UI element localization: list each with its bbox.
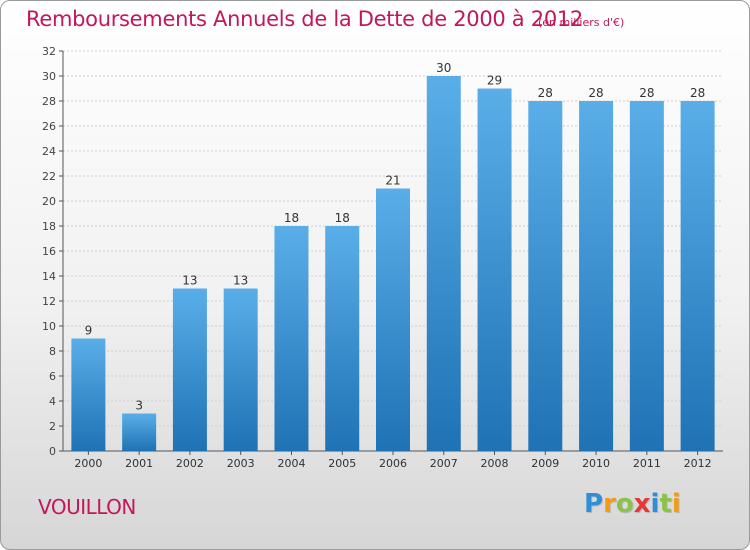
data-label: 13: [182, 274, 197, 288]
bar: [172, 288, 207, 451]
chart-subtitle: (en milliers d'€): [538, 16, 625, 29]
y-tick-label: 2: [49, 420, 56, 433]
y-tick-label: 16: [42, 245, 56, 258]
proxiti-logo: Proxiti: [584, 489, 681, 519]
y-tick-label: 14: [42, 270, 56, 283]
y-tick-label: 12: [42, 295, 56, 308]
data-label: 28: [588, 86, 603, 100]
logo-letter: o: [615, 489, 634, 519]
logo-letter: P: [584, 489, 604, 519]
data-label: 28: [538, 86, 553, 100]
x-tick-label: 2002: [176, 457, 204, 470]
x-tick-label: 2000: [74, 457, 102, 470]
y-tick-label: 32: [42, 45, 56, 58]
y-tick-label: 0: [49, 445, 56, 458]
y-tick-label: 26: [42, 120, 56, 133]
y-tick-label: 18: [42, 220, 56, 233]
data-label: 9: [85, 324, 93, 338]
data-label: 3: [135, 399, 143, 413]
data-label: 28: [690, 86, 705, 100]
y-tick-label: 10: [42, 320, 56, 333]
chart-title: Remboursements Annuels de la Dette de 20…: [26, 7, 583, 31]
bar: [477, 88, 512, 451]
x-tick-label: 2008: [481, 457, 509, 470]
x-tick-label: 2004: [277, 457, 305, 470]
x-tick-label: 2007: [430, 457, 458, 470]
data-label: 28: [639, 86, 654, 100]
y-tick-label: 28: [42, 95, 56, 108]
data-label: 21: [385, 174, 400, 188]
data-label: 30: [436, 61, 451, 75]
bar: [71, 338, 106, 451]
x-tick-label: 2012: [684, 457, 712, 470]
data-label: 13: [233, 274, 248, 288]
x-tick-label: 2003: [227, 457, 255, 470]
x-tick-label: 2011: [633, 457, 661, 470]
commune-name: VOUILLON: [38, 495, 136, 519]
bar: [629, 101, 664, 451]
y-tick-label: 8: [49, 345, 56, 358]
logo-letter: x: [633, 489, 651, 519]
data-label: 18: [284, 211, 299, 225]
bar: [223, 288, 258, 451]
x-tick-label: 2009: [531, 457, 559, 470]
x-tick-label: 2001: [125, 457, 153, 470]
bar: [426, 76, 461, 451]
bar: [325, 226, 360, 451]
x-tick-label: 2005: [328, 457, 356, 470]
bars: [71, 76, 715, 451]
logo-letter: i: [650, 489, 660, 519]
y-tick-label: 22: [42, 170, 56, 183]
x-tick-label: 2010: [582, 457, 610, 470]
y-tick-label: 20: [42, 195, 56, 208]
data-label: 18: [335, 211, 350, 225]
y-tick-label: 30: [42, 70, 56, 83]
bar: [122, 413, 157, 451]
labels: 0246810121416182022242628303220009200132…: [42, 45, 712, 470]
logo-letter: i: [671, 489, 681, 519]
y-tick-label: 4: [49, 395, 56, 408]
y-tick-label: 6: [49, 370, 56, 383]
logo-letter: t: [659, 489, 672, 519]
bar: [680, 101, 715, 451]
bar: [376, 188, 410, 451]
logo-letter: r: [603, 489, 616, 519]
x-tick-label: 2006: [379, 457, 407, 470]
bar: [579, 101, 614, 451]
bar: [528, 101, 563, 451]
data-label: 29: [487, 74, 502, 88]
bar: [274, 226, 309, 451]
y-tick-label: 24: [42, 145, 56, 158]
